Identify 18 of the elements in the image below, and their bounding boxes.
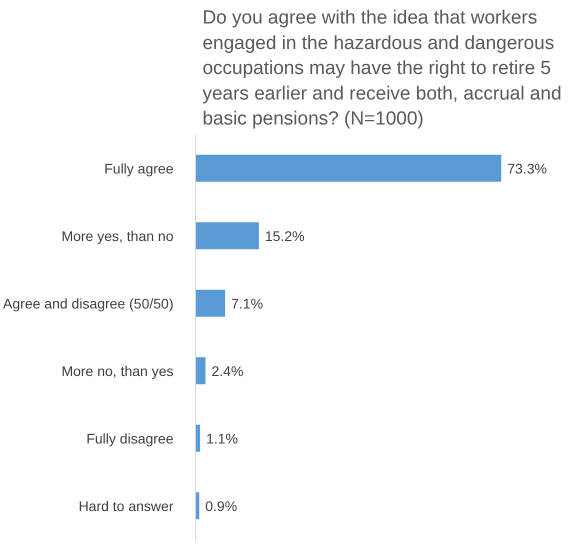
y-tick-label: Hard to answer — [78, 498, 174, 514]
data-label: 73.3% — [507, 160, 547, 176]
data-label: 1.1% — [206, 430, 238, 446]
y-tick-label: More no, than yes — [61, 362, 174, 379]
bar — [196, 154, 502, 182]
data-label: 0.9% — [205, 498, 238, 514]
y-tick-label: More yes, than no — [61, 228, 174, 244]
bar — [196, 492, 200, 520]
data-label: 15.2% — [264, 228, 305, 244]
y-tick-label: Fully disagree — [86, 430, 174, 446]
bar — [196, 290, 226, 317]
bar — [196, 222, 259, 250]
data-label: 7.1% — [231, 295, 264, 312]
chart-title: Do you agree with the idea that workers engaged in the hazardous and dangerous occupations may have the right to retire 5 years earlier and receive both, accrual and basic pensions? (N=1000) — [202, 8, 562, 130]
y-tick-label: Fully agree — [104, 160, 174, 176]
data-label: 2.4% — [212, 362, 244, 379]
y-tick-label: Agree and disagree (50/50) — [3, 295, 174, 312]
bar — [196, 357, 206, 384]
